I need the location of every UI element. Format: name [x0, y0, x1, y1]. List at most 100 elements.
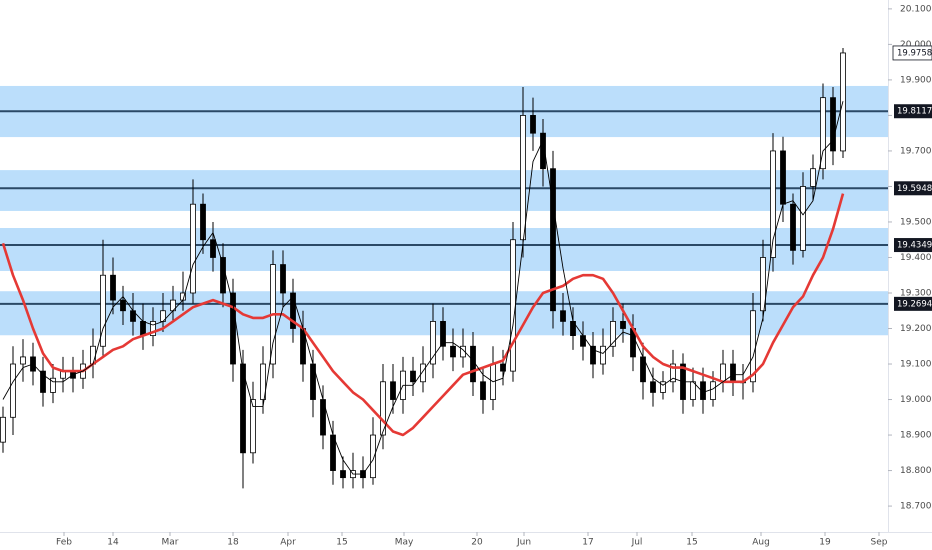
x-tick-label: Sep: [871, 538, 888, 548]
candle-body: [540, 132, 546, 170]
y-tick-label: 19.30000: [900, 288, 932, 298]
candle-body: [140, 321, 146, 337]
level-label: 19.43499: [897, 241, 932, 251]
x-tick-label: Mar: [162, 538, 179, 548]
candle-body: [440, 321, 446, 347]
candle-body: [760, 257, 766, 312]
y-tick-label: 20.10000: [900, 4, 932, 14]
level-label-box: [894, 181, 932, 196]
candle-body: [10, 363, 16, 418]
candle-body: [250, 399, 256, 454]
level-label-box: [894, 238, 932, 253]
level-label-box: [894, 296, 932, 311]
candle-body: [470, 345, 476, 383]
level-label: 19.81179: [897, 107, 932, 117]
moving-average: [1, 193, 845, 437]
candle-body: [810, 168, 816, 187]
level-label: 19.26943: [897, 299, 932, 309]
candle-body: [110, 274, 116, 301]
candle-body: [730, 363, 736, 383]
y-tick-label: 20.00000: [900, 40, 932, 50]
y-tick-label: 19.40000: [900, 253, 932, 263]
x-tick-label: May: [395, 538, 414, 548]
x-tick-label: 18: [227, 538, 239, 548]
level-label: 19.59485: [897, 184, 932, 194]
candle-body: [780, 150, 786, 205]
candle-body: [800, 186, 806, 251]
candle-body: [430, 321, 436, 365]
candle-body: [410, 370, 416, 383]
x-tick-label: Jul: [631, 538, 643, 548]
candle-body: [380, 381, 386, 436]
candle-body: [460, 345, 466, 358]
candle-body: [450, 345, 456, 358]
candle-body: [480, 381, 486, 400]
zone: [0, 170, 888, 211]
y-tick-label: 18.80000: [900, 466, 932, 476]
candle-body: [20, 356, 26, 365]
candle-body: [830, 97, 836, 152]
candle-body: [290, 292, 296, 329]
candle-body: [690, 381, 696, 400]
candle-body: [260, 363, 266, 400]
candle-body: [190, 203, 196, 294]
candle-body: [610, 321, 616, 347]
candle-body: [240, 363, 246, 454]
x-tick-label: Aug: [752, 538, 770, 548]
candle-body: [120, 299, 126, 312]
y-tick-label: 19.00000: [900, 395, 932, 405]
y-tick-label: 18.70000: [900, 502, 932, 512]
candle-body: [200, 203, 206, 241]
x-tick-label: 20: [471, 538, 483, 548]
zone: [0, 228, 888, 271]
candle-body: [500, 363, 506, 372]
moving-average: [2, 101, 844, 475]
candle-body: [370, 434, 376, 479]
x-tick-label: 19: [819, 538, 831, 548]
candle-body: [550, 168, 556, 312]
candle-body: [520, 115, 526, 241]
y-tick-label: 19.50000: [900, 217, 932, 227]
x-tick-label: 17: [582, 538, 593, 548]
y-tick-label: 18.90000: [900, 431, 932, 441]
x-tick-label: Feb: [56, 538, 72, 548]
x-tick-label: Apr: [280, 538, 296, 548]
candle-body: [590, 345, 596, 365]
candle-body: [710, 381, 716, 400]
candle-body: [650, 381, 656, 393]
candle-body: [670, 363, 676, 383]
candle-body: [770, 150, 776, 258]
candle-body: [230, 292, 236, 365]
candle-body: [790, 203, 796, 251]
candle-body: [50, 377, 56, 393]
x-tick-label: 15: [336, 538, 347, 548]
candle-body: [150, 321, 156, 337]
x-tick-label: Jun: [516, 538, 531, 548]
candle-body: [0, 416, 6, 443]
candle-body: [530, 115, 536, 134]
candle-body: [660, 381, 666, 393]
candle-body: [720, 363, 726, 383]
candle-body: [340, 470, 346, 479]
level-label-box: [894, 104, 932, 119]
candle-body: [40, 370, 46, 393]
candle-body: [620, 321, 626, 329]
candle-body: [820, 97, 826, 170]
y-tick-label: 19.70000: [900, 146, 932, 156]
candle-body: [700, 381, 706, 400]
x-tick-label: 15: [686, 538, 697, 548]
last-price-label: 19.97589: [897, 48, 932, 58]
y-tick-label: 19.20000: [900, 324, 932, 334]
candle-body: [510, 239, 516, 372]
candle-body: [220, 257, 226, 294]
candle-body: [390, 381, 396, 400]
last-price-box: [892, 45, 932, 61]
y-tick-label: 19.10000: [900, 360, 932, 370]
candle-body: [560, 310, 566, 322]
y-tick-label: 19.90000: [900, 75, 932, 85]
candle-body: [580, 335, 586, 347]
candle-body: [280, 264, 286, 294]
x-tick-label: 14: [107, 538, 119, 548]
